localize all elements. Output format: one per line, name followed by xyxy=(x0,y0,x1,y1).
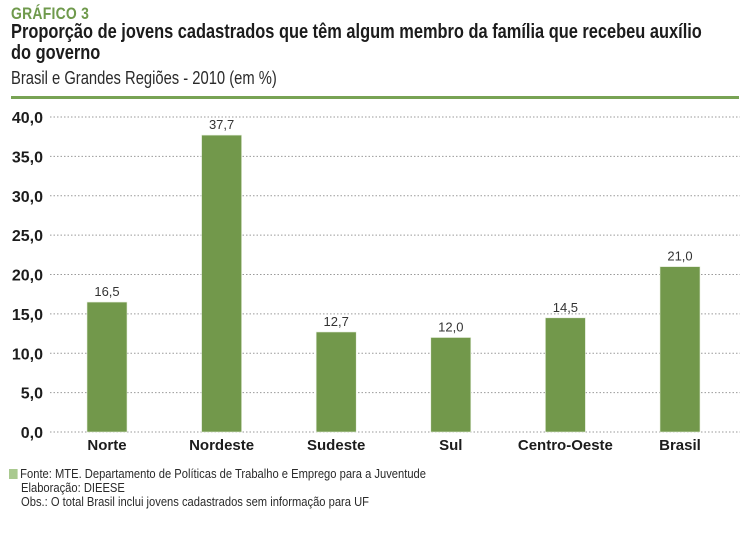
y-axis-ticks: 0,0 5,0 10,0 15,0 20,0 25,0 30,0 35,0 40,0 xyxy=(12,110,43,442)
category-labels: Norte Nordeste Sudeste Sul Centro-Oeste Brasi… xyxy=(87,437,700,454)
grid-lines xyxy=(50,116,740,433)
figure-label: GRÁFICO 3 xyxy=(11,4,90,23)
chart-footer: Fonte: MTE. Departamento de Políticas de… xyxy=(9,467,426,509)
category-label: Sul xyxy=(439,437,462,454)
category-label: Centro-Oeste xyxy=(518,437,613,454)
bar-chart: 0,0 5,0 10,0 15,0 20,0 25,0 30,0 35,0 40,0 16,5 3… xyxy=(12,110,740,454)
y-tick-label: 25,0 xyxy=(12,228,43,245)
y-tick-label: 40,0 xyxy=(12,110,43,127)
category-label: Sudeste xyxy=(307,437,365,454)
y-tick-label: 10,0 xyxy=(12,346,43,363)
y-tick-label: 20,0 xyxy=(12,268,43,285)
value-label: 16,5 xyxy=(94,284,119,299)
header-divider xyxy=(11,96,739,99)
value-label: 14,5 xyxy=(553,300,578,315)
bar-centro-oeste xyxy=(545,317,586,433)
chart-subtitle: Brasil e Grandes Regiões - 2010 (em %) xyxy=(11,68,277,88)
y-tick-label: 35,0 xyxy=(12,149,43,166)
bars xyxy=(86,134,701,433)
value-labels: 16,5 37,7 12,7 12,0 14,5 21,0 xyxy=(94,117,692,334)
bar-nordeste xyxy=(201,134,242,433)
y-tick-label: 5,0 xyxy=(21,386,43,403)
chart-title: Proporção de jovens cadastrados que têm … xyxy=(11,21,702,64)
source-note: Fonte: MTE. Departamento de Políticas de… xyxy=(20,466,427,481)
value-label: 12,7 xyxy=(324,314,349,329)
bar-brasil xyxy=(659,266,701,433)
bar-sul xyxy=(430,337,472,433)
elaboration-note: Elaboração: DIEESE xyxy=(21,480,125,495)
bar-sudeste xyxy=(315,331,357,433)
category-label: Brasil xyxy=(659,437,701,454)
y-tick-label: 30,0 xyxy=(12,189,43,206)
observation-note: Obs.: O total Brasil inclui jovens cadas… xyxy=(21,494,370,509)
y-tick-label: 0,0 xyxy=(21,425,43,442)
category-label: Norte xyxy=(87,437,126,454)
source-swatch-icon xyxy=(9,469,18,479)
value-label: 12,0 xyxy=(438,320,463,335)
category-label: Nordeste xyxy=(189,437,254,454)
bar-norte xyxy=(86,301,128,433)
value-label: 37,7 xyxy=(209,117,234,132)
y-tick-label: 15,0 xyxy=(12,307,43,324)
value-label: 21,0 xyxy=(667,249,692,264)
